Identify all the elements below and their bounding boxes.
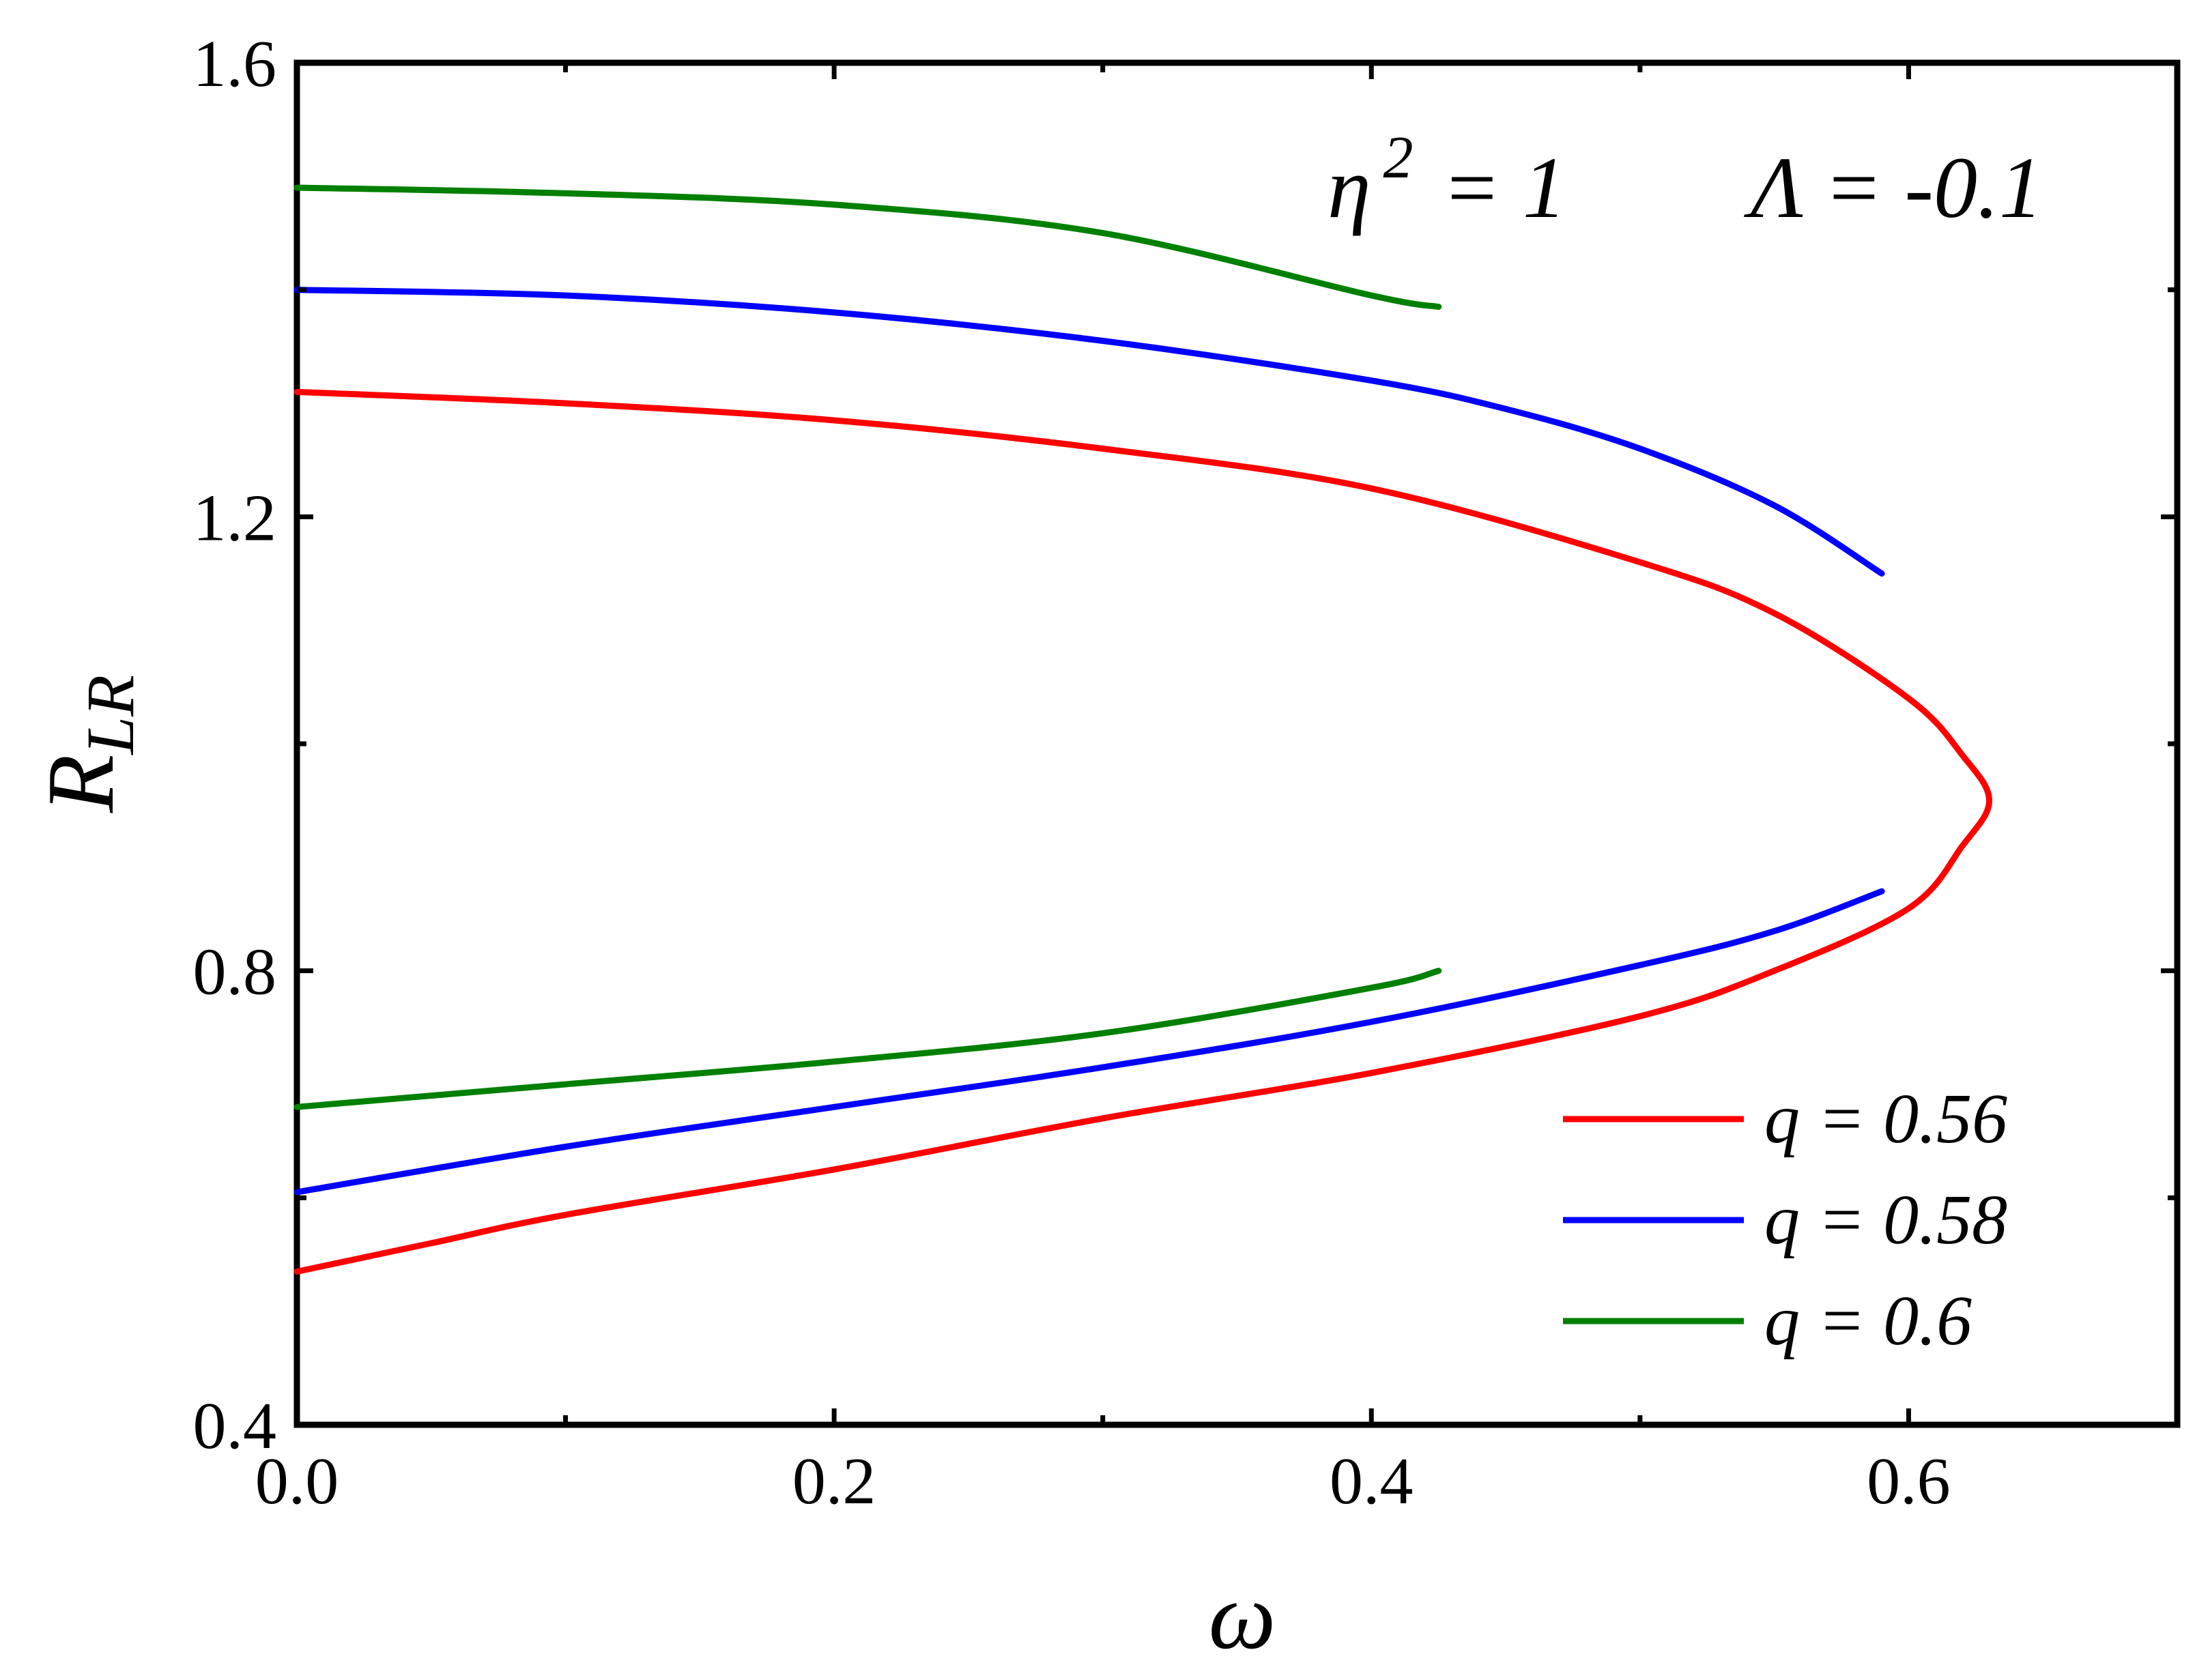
legend-entry: q = 0.6	[1563, 1281, 1972, 1360]
annotation-eta-symbol: η	[1328, 139, 1371, 236]
x-tick-label: 0.6	[1867, 1445, 1951, 1518]
annotation-eta-exponent: 2	[1383, 125, 1414, 191]
legend-label: q = 0.56	[1764, 1080, 2007, 1158]
y-tick-label: 0.4	[193, 1389, 277, 1463]
y-axis-title-subscript: LR	[72, 675, 148, 756]
svg-text:η2 = 1: η2 = 1	[1328, 125, 1566, 236]
y-tick-label: 0.8	[193, 936, 277, 1009]
y-axis-title-main: R	[28, 755, 134, 814]
series-line-upper-q06	[293, 184, 1442, 310]
annotation-lambda: Λ = -0.1	[1744, 139, 2043, 236]
legend-label: q = 0.58	[1764, 1181, 2007, 1259]
svg-text:RLR: RLR	[28, 675, 148, 813]
x-tick-label: 0.4	[1330, 1445, 1414, 1518]
series-line-q056	[293, 388, 1993, 1275]
legend-label: q = 0.6	[1764, 1281, 1972, 1360]
x-tick-label: 0.0	[255, 1445, 339, 1518]
data-curves	[293, 184, 1993, 1275]
series-line-upper-q058	[293, 287, 1885, 577]
x-axis-title: ω	[1209, 1563, 1276, 1669]
legend: q = 0.56 q = 0.58 q = 0.6	[1563, 1080, 2007, 1360]
axis-tick-labels: 0.0 0.2 0.4 0.6 0.4 0.8 1.2 1.6	[193, 27, 1951, 1518]
legend-entry: q = 0.56	[1563, 1080, 2007, 1158]
series-line-lower-q06	[293, 968, 1442, 1110]
y-tick-label: 1.6	[193, 27, 277, 101]
x-tick-label: 0.2	[792, 1445, 876, 1518]
plot-area: 0.0 0.2 0.4 0.6 0.4 0.8 1.2 1.6	[193, 27, 2181, 1518]
legend-entry: q = 0.58	[1563, 1181, 2007, 1259]
series-line-lower-q058	[293, 888, 1885, 1196]
axis-ticks	[294, 60, 2177, 1428]
y-axis-title: RLR	[28, 675, 148, 813]
annotation-eta-value: = 1	[1420, 139, 1566, 236]
y-tick-label: 1.2	[193, 481, 277, 555]
